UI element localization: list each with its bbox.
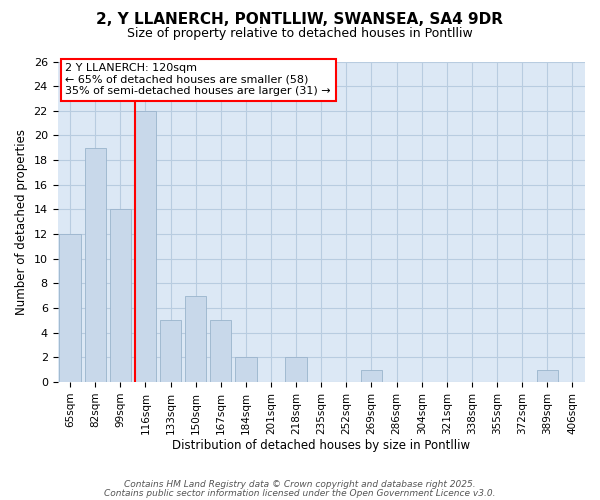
Text: 2 Y LLANERCH: 120sqm
← 65% of detached houses are smaller (58)
35% of semi-detac: 2 Y LLANERCH: 120sqm ← 65% of detached h… [65,63,331,96]
Bar [235,358,257,382]
Bar [361,370,382,382]
Bar [59,234,81,382]
Bar [85,148,106,382]
Bar [110,210,131,382]
Text: 2, Y LLANERCH, PONTLLIW, SWANSEA, SA4 9DR: 2, Y LLANERCH, PONTLLIW, SWANSEA, SA4 9D… [97,12,503,28]
Bar [185,296,206,382]
Text: Contains HM Land Registry data © Crown copyright and database right 2025.: Contains HM Land Registry data © Crown c… [124,480,476,489]
Bar [210,320,232,382]
Bar [160,320,181,382]
Bar [536,370,558,382]
Y-axis label: Number of detached properties: Number of detached properties [15,129,28,315]
Text: Contains public sector information licensed under the Open Government Licence v3: Contains public sector information licen… [104,489,496,498]
Text: Size of property relative to detached houses in Pontlliw: Size of property relative to detached ho… [127,28,473,40]
Bar [286,358,307,382]
Bar [135,111,156,382]
X-axis label: Distribution of detached houses by size in Pontlliw: Distribution of detached houses by size … [172,440,470,452]
